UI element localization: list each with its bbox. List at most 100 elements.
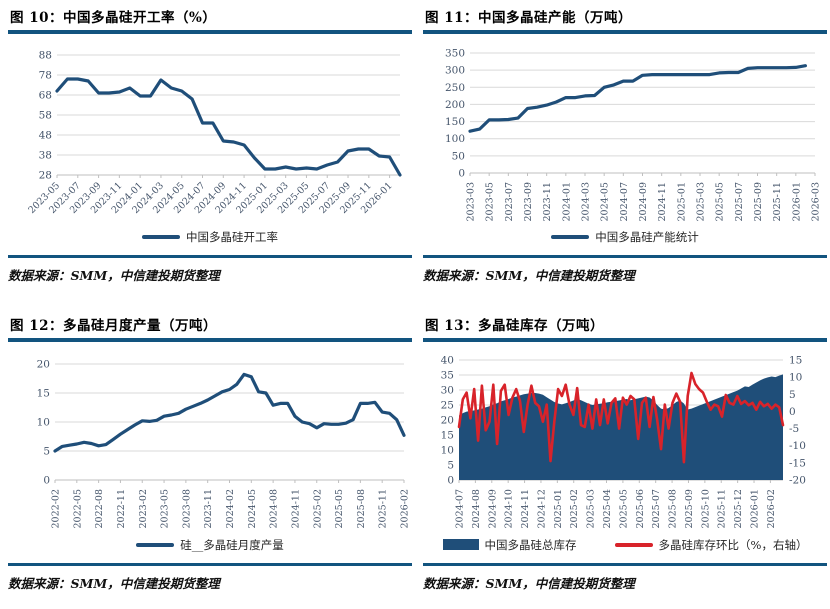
figure-10-source-rule xyxy=(8,254,412,258)
svg-text:15: 15 xyxy=(789,354,802,366)
red-line-swatch-icon xyxy=(614,542,653,547)
legend-item: 中国多晶硅总库存 xyxy=(442,537,577,553)
svg-text:2024-05: 2024-05 xyxy=(600,182,611,221)
legend-label: 中国多晶硅总库存 xyxy=(484,537,577,552)
area-swatch-icon xyxy=(442,539,479,550)
svg-text:2023-03: 2023-03 xyxy=(466,182,477,221)
svg-text:2022-11: 2022-11 xyxy=(116,489,127,528)
svg-text:48: 48 xyxy=(39,129,52,141)
svg-text:35: 35 xyxy=(441,369,454,381)
figure-11-title-rule xyxy=(423,30,827,34)
svg-text:2024-09: 2024-09 xyxy=(638,182,649,221)
svg-text:150: 150 xyxy=(445,116,465,128)
svg-text:2025-07: 2025-07 xyxy=(651,489,662,528)
figure-12-panel: 图 12：多晶硅月度产量（万吨） 0 5 10 15 20 2022-02 2022-05 2… xyxy=(8,314,412,592)
svg-text:28: 28 xyxy=(39,169,52,181)
figure-10-title: 图 10：中国多晶硅开工率（%） xyxy=(10,10,217,26)
figure-13-panel: 图 13：多晶硅库存（万吨） 0 5 10 15 20 25 30 35 40 -20 -15 -10… xyxy=(423,314,827,592)
svg-text:2025-08: 2025-08 xyxy=(356,489,367,528)
figure-13-title-rule xyxy=(423,338,827,342)
svg-text:2025-02: 2025-02 xyxy=(569,489,580,528)
svg-text:10: 10 xyxy=(789,371,802,383)
figure-10-legend: 中国多晶硅开工率 xyxy=(8,227,412,247)
figure-12-legend: 硅__多晶硅月度产量 xyxy=(8,535,412,555)
svg-text:0: 0 xyxy=(458,167,465,179)
svg-text:2025-11: 2025-11 xyxy=(378,489,389,528)
svg-text:58: 58 xyxy=(39,109,52,121)
svg-text:-20: -20 xyxy=(789,474,806,486)
svg-text:2025-12: 2025-12 xyxy=(733,489,744,528)
svg-text:2026-03: 2026-03 xyxy=(811,182,822,221)
svg-text:15: 15 xyxy=(37,387,50,399)
svg-text:2025-10: 2025-10 xyxy=(700,489,711,528)
svg-text:5: 5 xyxy=(43,445,50,457)
svg-text:2025-11: 2025-11 xyxy=(772,182,783,221)
svg-text:2025-04: 2025-04 xyxy=(602,489,613,528)
svg-text:2024-11: 2024-11 xyxy=(290,489,301,528)
figure-10-data-source: 数据来源：SMM，中信建投期货整理 xyxy=(8,267,220,283)
svg-text:0: 0 xyxy=(447,474,454,486)
svg-text:2022-08: 2022-08 xyxy=(94,489,105,528)
legend-label: 中国多晶硅开工率 xyxy=(186,229,278,244)
legend-item: 中国多晶硅产能统计 xyxy=(551,229,699,245)
svg-text:-5: -5 xyxy=(789,423,799,435)
svg-text:10: 10 xyxy=(37,416,50,428)
figure-11-data-source: 数据来源：SMM，中信建投期货整理 xyxy=(423,267,635,283)
svg-text:2025-03: 2025-03 xyxy=(696,182,707,221)
svg-text:2025-05: 2025-05 xyxy=(618,489,629,528)
line-swatch-icon xyxy=(551,234,590,239)
svg-text:2024-11: 2024-11 xyxy=(520,489,531,528)
figure-11-panel: 图 11：中国多晶硅产能（万吨） 0 50 100 150 200 250 300 350 20… xyxy=(423,6,827,284)
line-swatch-icon xyxy=(136,542,175,547)
figure-12-source-rule xyxy=(8,562,412,566)
svg-text:250: 250 xyxy=(445,81,465,93)
legend-label: 硅__多晶硅月度产量 xyxy=(180,537,284,552)
svg-text:2026-01: 2026-01 xyxy=(750,489,761,528)
svg-text:25: 25 xyxy=(441,399,454,411)
svg-text:2026-01: 2026-01 xyxy=(791,182,802,221)
svg-text:2025-02: 2025-02 xyxy=(312,489,323,528)
svg-text:5: 5 xyxy=(447,459,454,471)
figure-13-chart: 0 5 10 15 20 25 30 35 40 -20 -15 -10 -5 0 5 10 15 2024-07… xyxy=(423,347,827,537)
legend-label: 中国多晶硅产能统计 xyxy=(595,229,699,244)
svg-text:2024-07: 2024-07 xyxy=(619,182,630,221)
svg-text:2025-01: 2025-01 xyxy=(553,489,564,528)
svg-text:2023-08: 2023-08 xyxy=(181,489,192,528)
svg-text:38: 38 xyxy=(39,149,52,161)
figure-10-title-rule xyxy=(8,30,412,34)
svg-text:2025-06: 2025-06 xyxy=(635,489,646,528)
figure-11-legend: 中国多晶硅产能统计 xyxy=(423,227,827,247)
svg-text:2024-02: 2024-02 xyxy=(225,489,236,528)
figure-12-data-source: 数据来源：SMM，中信建投期货整理 xyxy=(8,575,220,591)
legend-item: 中国多晶硅开工率 xyxy=(142,229,278,245)
svg-text:200: 200 xyxy=(445,98,465,110)
figure-11-chart: 0 50 100 150 200 250 300 350 2023-03 2023-05 2023-… xyxy=(423,39,827,229)
svg-text:2023-02: 2023-02 xyxy=(138,489,149,528)
svg-text:2024-08: 2024-08 xyxy=(471,489,482,528)
svg-text:2024-10: 2024-10 xyxy=(504,489,515,528)
svg-text:2026-02: 2026-02 xyxy=(400,489,411,528)
figure-10-panel: 图 10：中国多晶硅开工率（%） 28 38 48 58 68 78 88 2023-05 20… xyxy=(8,6,412,284)
svg-text:2025-07: 2025-07 xyxy=(734,182,745,221)
svg-text:2023-09: 2023-09 xyxy=(523,182,534,221)
svg-text:300: 300 xyxy=(445,64,465,76)
svg-text:2024-11: 2024-11 xyxy=(657,182,668,221)
figure-13-source-rule xyxy=(423,562,827,566)
svg-text:2025-03: 2025-03 xyxy=(586,489,597,528)
figure-11-source-rule xyxy=(423,254,827,258)
svg-text:-15: -15 xyxy=(789,457,806,469)
svg-text:2025-05: 2025-05 xyxy=(715,182,726,221)
svg-text:20: 20 xyxy=(37,358,50,370)
legend-label: 多晶硅库存环比（%，右轴） xyxy=(658,537,808,552)
svg-text:0: 0 xyxy=(789,405,796,417)
svg-text:2022-05: 2022-05 xyxy=(72,489,83,528)
svg-text:2026-02: 2026-02 xyxy=(766,489,777,528)
svg-text:2024-08: 2024-08 xyxy=(269,489,280,528)
svg-text:88: 88 xyxy=(39,49,52,61)
svg-text:2024-07: 2024-07 xyxy=(455,489,466,528)
svg-text:40: 40 xyxy=(441,354,454,366)
svg-text:2024-01: 2024-01 xyxy=(561,182,572,221)
svg-text:2025-08: 2025-08 xyxy=(668,489,679,528)
svg-text:2025-09: 2025-09 xyxy=(684,489,695,528)
